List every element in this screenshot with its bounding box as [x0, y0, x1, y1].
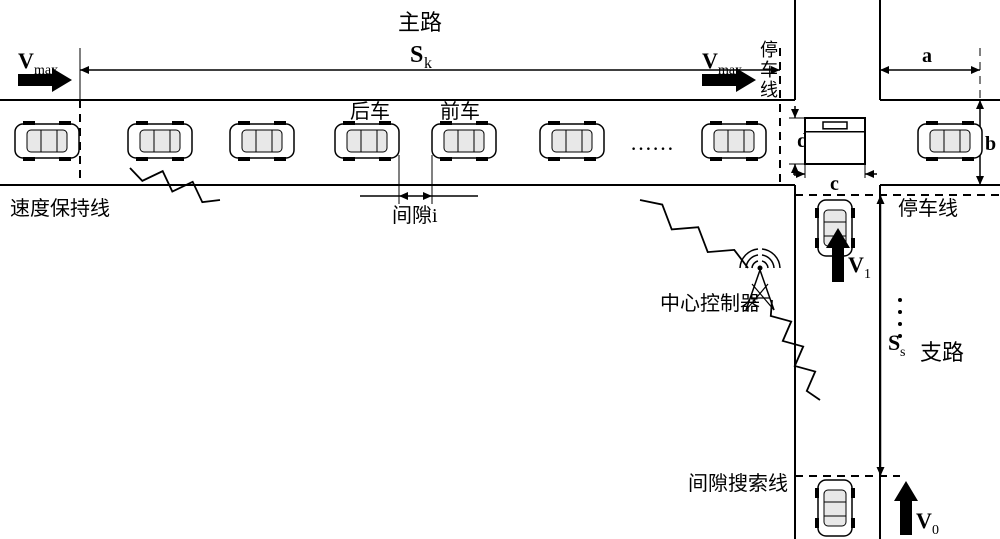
- arrowhead: [791, 109, 799, 118]
- arrowhead: [80, 66, 89, 74]
- car-main: [540, 121, 604, 161]
- arrowhead: [877, 195, 885, 204]
- front-car-label: 前车: [440, 100, 480, 123]
- svg-text:k: k: [424, 55, 432, 72]
- svg-text:V: V: [848, 252, 864, 277]
- v1: V1: [848, 252, 871, 282]
- car-main: [918, 121, 982, 161]
- main-road-label: 主路: [398, 10, 442, 35]
- truck: [805, 118, 865, 164]
- svg-text:s: s: [900, 345, 905, 360]
- svg-text:车: 车: [760, 60, 778, 80]
- svg-text:S: S: [410, 42, 423, 68]
- vmax-left: Vmax: [18, 48, 58, 78]
- rear-car-label: 后车: [350, 100, 390, 123]
- svg-text:max: max: [718, 63, 742, 78]
- svg-text:S: S: [888, 330, 900, 355]
- svg-text:V: V: [18, 48, 34, 73]
- stop-line-main-label: 停车线: [760, 40, 778, 100]
- arrowhead: [399, 192, 408, 200]
- sk-label: Sk: [410, 42, 432, 72]
- svg-text:线: 线: [760, 80, 778, 100]
- svg-text:1: 1: [864, 267, 871, 282]
- svg-text:停: 停: [760, 40, 778, 60]
- svg-text:max: max: [34, 63, 58, 78]
- arrowhead: [976, 100, 984, 109]
- svg-text:V: V: [702, 48, 718, 73]
- svg-text:0: 0: [932, 523, 939, 538]
- speed-hold-label: 速度保持线: [10, 197, 110, 220]
- arrowhead: [423, 192, 432, 200]
- gap-search-label: 间隙搜索线: [688, 472, 788, 495]
- radio-wave: [640, 200, 748, 268]
- gap-i-label: 间隙i: [392, 204, 438, 227]
- vmax-right: Vmax: [702, 48, 742, 78]
- a-label: a: [922, 45, 932, 67]
- car-main: [335, 121, 399, 161]
- car-side: [815, 480, 855, 536]
- velocity-arrow: [894, 481, 918, 535]
- car-main: [702, 121, 766, 161]
- svg-text:V: V: [916, 508, 932, 533]
- arrowhead: [877, 467, 885, 476]
- c-label: c: [830, 173, 839, 195]
- car-main: [230, 121, 294, 161]
- ss-label: Ss: [888, 330, 905, 360]
- car-main: [432, 121, 496, 161]
- b-label: b: [985, 133, 996, 155]
- car-main: [128, 121, 192, 161]
- arrowhead: [880, 66, 889, 74]
- side-road-label: 支路: [920, 340, 964, 365]
- stop-line-side-label: 停车线: [898, 197, 958, 220]
- arrowhead: [791, 164, 799, 173]
- controller-label: 中心控制器: [660, 292, 760, 315]
- v0: V0: [916, 508, 939, 538]
- arrowhead: [865, 170, 874, 178]
- arrowhead: [971, 66, 980, 74]
- arrowhead: [976, 176, 984, 185]
- car-main: [15, 121, 79, 161]
- dots-main: ……: [630, 130, 674, 155]
